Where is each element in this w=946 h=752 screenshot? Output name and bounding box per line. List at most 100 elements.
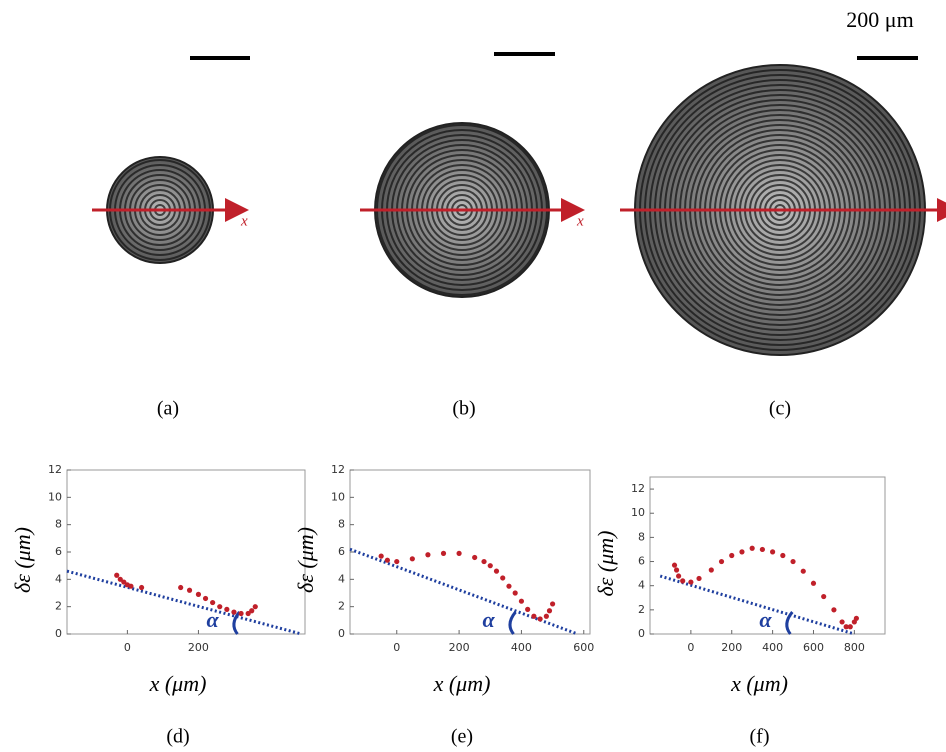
x-tick-label: 600 <box>803 641 824 654</box>
y-tick-label: 8 <box>55 518 62 531</box>
data-point <box>440 550 447 556</box>
plot-frame <box>66 469 306 635</box>
y-tick-label: 4 <box>638 579 645 592</box>
data-point <box>549 601 556 607</box>
y-tick-label: 0 <box>55 627 62 640</box>
y-tick-label: 6 <box>638 555 645 568</box>
data-point <box>680 578 686 584</box>
data-point <box>749 545 755 551</box>
y-tick-label: 12 <box>48 463 62 476</box>
data-point <box>238 610 244 617</box>
y-tick-label: 6 <box>55 545 62 558</box>
x-tick-label: 0 <box>393 641 400 654</box>
data-point <box>531 613 537 619</box>
data-point <box>138 584 145 591</box>
angle-arc <box>508 611 517 635</box>
data-point <box>839 619 845 625</box>
x-tick-label: 200 <box>449 641 470 654</box>
y-tick-label: 12 <box>331 463 345 476</box>
data-point <box>178 584 184 591</box>
x-axis-label: x (μm) <box>149 671 207 696</box>
data-point <box>512 590 518 596</box>
data-point <box>425 552 431 558</box>
y-tick-label: 2 <box>638 603 645 616</box>
data-point <box>252 604 258 610</box>
data-point <box>487 563 493 569</box>
panel-label: (b) <box>452 398 475 420</box>
data-point <box>249 608 255 614</box>
data-point <box>195 591 202 597</box>
y-axis-label: δε (μm) <box>293 527 318 593</box>
x-tick-label: 400 <box>511 641 532 654</box>
angle-label: α <box>759 607 772 632</box>
data-point <box>500 575 506 581</box>
data-point <box>759 546 765 553</box>
angle-arc <box>232 611 241 635</box>
data-point <box>810 580 817 586</box>
y-tick-label: 0 <box>338 627 345 640</box>
data-point <box>472 554 478 561</box>
y-tick-label: 0 <box>638 627 645 640</box>
angle-label: α <box>206 607 219 632</box>
data-point <box>676 573 682 579</box>
data-point <box>117 576 123 582</box>
data-point <box>217 604 223 610</box>
tangent-line <box>659 574 855 636</box>
data-point <box>121 579 127 585</box>
arrow-label: x <box>240 213 248 229</box>
data-point <box>525 606 531 613</box>
x-tick-label: 800 <box>844 641 865 654</box>
data-point <box>843 624 849 630</box>
y-tick-label: 10 <box>331 490 345 503</box>
data-point <box>800 568 806 574</box>
data-point <box>688 579 694 585</box>
data-point <box>202 595 209 602</box>
data-point <box>231 609 237 615</box>
data-point <box>493 568 500 574</box>
y-axis-label: δε (μm) <box>593 531 618 597</box>
tangent-line <box>66 569 302 636</box>
data-point <box>546 608 553 614</box>
y-tick-label: 6 <box>338 545 345 558</box>
data-point <box>780 552 786 559</box>
data-point <box>245 610 251 617</box>
panel-label: (c) <box>769 398 791 420</box>
y-tick-label: 2 <box>338 600 345 613</box>
data-point <box>537 616 543 622</box>
panel-label: (d) <box>166 726 189 748</box>
data-point <box>224 606 230 613</box>
panel-label: (f) <box>750 726 770 748</box>
data-point <box>696 575 702 582</box>
x-tick-label: 200 <box>188 641 209 654</box>
data-point <box>518 598 525 604</box>
y-axis-label: δε (μm) <box>10 527 35 593</box>
data-point <box>821 593 827 600</box>
data-point <box>718 558 725 565</box>
angle-arc <box>785 611 794 635</box>
y-tick-label: 2 <box>55 600 62 613</box>
data-point <box>671 562 678 568</box>
y-tick-label: 8 <box>338 518 345 531</box>
data-point <box>506 583 512 589</box>
angle-label: α <box>483 607 496 632</box>
data-point <box>770 549 776 555</box>
data-point <box>210 599 216 606</box>
data-point <box>456 550 462 556</box>
data-point <box>739 549 745 555</box>
tangent-line <box>349 547 579 636</box>
data-point <box>378 553 384 559</box>
data-point <box>729 552 735 559</box>
x-tick-label: 0 <box>124 641 131 654</box>
data-point <box>128 583 134 589</box>
y-tick-label: 10 <box>631 506 645 519</box>
x-tick-label: 0 <box>687 641 694 654</box>
y-tick-label: 8 <box>638 530 645 543</box>
data-point <box>853 615 859 621</box>
arrow-label: x <box>576 213 584 229</box>
y-tick-label: 4 <box>55 572 62 585</box>
data-point <box>186 587 193 593</box>
x-tick-label: 200 <box>721 641 742 654</box>
data-point <box>114 572 120 578</box>
x-axis-label: x (μm) <box>433 671 491 696</box>
data-point <box>673 567 680 573</box>
